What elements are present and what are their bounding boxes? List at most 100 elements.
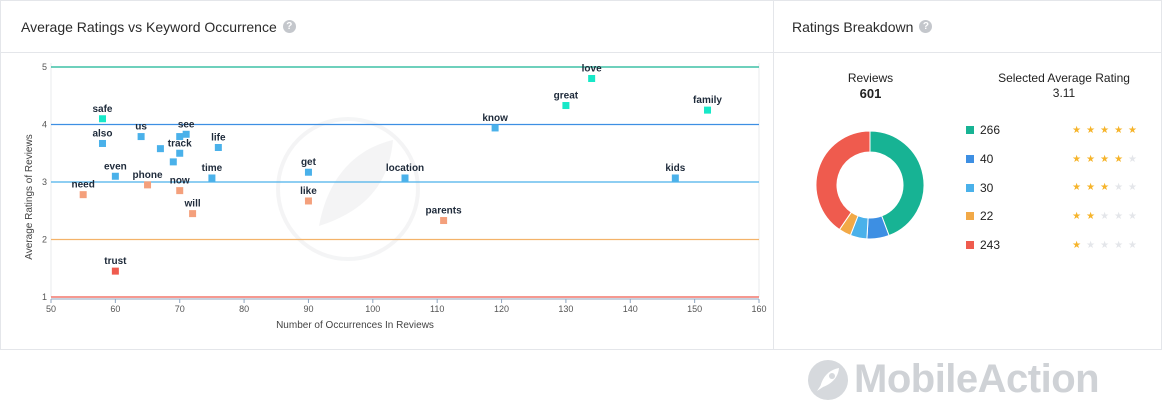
breakdown-count: 266	[980, 123, 1001, 138]
star-icon: ★	[1086, 239, 1101, 251]
reviews-total-block: Reviews 601	[794, 71, 947, 101]
donut-slice	[869, 130, 925, 237]
star-icon: ★	[1100, 239, 1115, 251]
legend-swatch	[966, 241, 974, 250]
x-tick-label: 100	[365, 304, 380, 314]
point-label: get	[301, 157, 317, 168]
x-tick-label: 140	[623, 304, 638, 314]
star-rating: ★★★★★	[1072, 182, 1142, 193]
scatter-point	[491, 124, 499, 132]
scatter-chart: 1 2 3 4 5 50 60 70 80 90 100 110 120 130 140 150 160 Numb…	[24, 62, 767, 331]
star-icon: ★	[1072, 239, 1087, 251]
x-tick-label: 160	[751, 304, 766, 314]
x-tick-label: 70	[175, 304, 185, 314]
point-label: love	[582, 64, 602, 75]
star-icon: ★	[1086, 124, 1101, 136]
scatter-point	[176, 187, 184, 195]
ratings-donut-chart	[815, 130, 925, 240]
scatter-point	[176, 149, 184, 157]
x-tick-label: 110	[430, 304, 444, 314]
point-label: know	[482, 113, 508, 124]
x-tick-label: 60	[110, 304, 120, 314]
legend-swatch	[966, 183, 974, 192]
star-icon: ★	[1114, 124, 1129, 136]
scatter-point	[79, 191, 87, 199]
y-tick-label: 3	[42, 177, 47, 187]
scatter-point	[169, 158, 177, 166]
scatter-point	[98, 115, 106, 123]
breakdown-count: 30	[980, 180, 994, 195]
star-icon: ★	[1086, 153, 1101, 165]
x-tick-label: 80	[239, 304, 249, 314]
star-icon: ★	[1128, 210, 1142, 222]
legend-swatch	[966, 126, 974, 135]
x-tick-label: 150	[687, 304, 702, 314]
help-icon[interactable]: ?	[919, 20, 933, 33]
scatter-point	[214, 144, 222, 151]
rocket-icon	[808, 359, 848, 400]
brand-name: MobileAction	[854, 357, 1100, 401]
watermark-ring	[276, 117, 420, 261]
help-icon[interactable]: ?	[282, 20, 296, 33]
watermark-rocket	[319, 140, 393, 226]
star-icon: ★	[1100, 124, 1115, 136]
scatter-panel-header: Average Ratings vs Keyword Occurrence ?	[1, 1, 774, 53]
star-icon: ★	[1114, 182, 1129, 194]
star-icon: ★	[1072, 210, 1087, 222]
star-icon: ★	[1086, 210, 1101, 222]
y-axis-title: Average Ratings of Reviews	[24, 134, 35, 259]
ratings-breakdown-list: 266 ★★★★★ 40 ★★★★★ 30 ★★★★★ 22 ★★★★★ 243 ★★★★★	[966, 116, 1156, 259]
star-rating: ★★★★★	[1072, 240, 1142, 251]
average-rating-label: Selected Average Rating	[998, 71, 1130, 85]
breakdown-row[interactable]: 22 ★★★★★	[966, 202, 1156, 231]
star-icon: ★	[1128, 124, 1142, 136]
scatter-point	[440, 217, 448, 225]
average-rating-block: Selected Average Rating 3.11	[979, 71, 1149, 100]
star-icon: ★	[1072, 182, 1087, 194]
point-label: location	[386, 163, 424, 174]
point-label: phone	[133, 170, 163, 181]
point-label: now	[170, 176, 190, 187]
point-label: time	[202, 163, 223, 174]
breakdown-row[interactable]: 40 ★★★★★	[966, 145, 1156, 174]
y-tick-label: 5	[42, 62, 47, 72]
scatter-panel-title: Average Ratings vs Keyword Occurrence	[21, 18, 277, 35]
star-icon: ★	[1128, 182, 1142, 194]
star-icon: ★	[1072, 153, 1087, 165]
star-icon: ★	[1114, 210, 1129, 222]
watermark-logo	[276, 117, 420, 261]
breakdown-count: 22	[980, 209, 994, 224]
breakdown-row[interactable]: 266 ★★★★★	[966, 116, 1156, 145]
point-label: will	[184, 199, 201, 210]
star-rating: ★★★★★	[1072, 211, 1142, 222]
breakdown-row[interactable]: 243 ★★★★★	[966, 231, 1156, 260]
scatter-point	[156, 145, 164, 153]
x-axis-title: Number of Occurrences In Reviews	[276, 320, 434, 331]
y-tick-label: 4	[42, 120, 47, 130]
scatter-point	[562, 102, 570, 110]
point-label: parents	[426, 206, 463, 217]
star-icon: ★	[1114, 239, 1129, 251]
point-label: track	[168, 138, 192, 149]
star-icon: ★	[1100, 182, 1115, 194]
point-label: like	[300, 186, 317, 197]
scatter-point	[98, 139, 106, 147]
point-label: also	[92, 128, 112, 139]
star-icon: ★	[1114, 153, 1129, 165]
scatter-point	[401, 174, 409, 182]
brand-logo: MobileAction	[806, 357, 1100, 402]
point-label: kids	[665, 163, 685, 174]
point-label: need	[72, 180, 95, 191]
star-rating: ★★★★★	[1072, 125, 1142, 136]
legend-swatch	[966, 155, 974, 164]
star-icon: ★	[1072, 124, 1087, 136]
point-label: us	[135, 122, 147, 133]
breakdown-panel-header: Ratings Breakdown ?	[774, 1, 1161, 53]
point-label: safe	[92, 104, 112, 115]
point-label: even	[104, 161, 127, 172]
breakdown-row[interactable]: 30 ★★★★★	[966, 173, 1156, 202]
scatter-point	[671, 174, 679, 182]
breakdown-panel-title: Ratings Breakdown	[792, 18, 914, 35]
x-tick-label: 120	[494, 304, 509, 314]
scatter-point	[111, 172, 119, 180]
